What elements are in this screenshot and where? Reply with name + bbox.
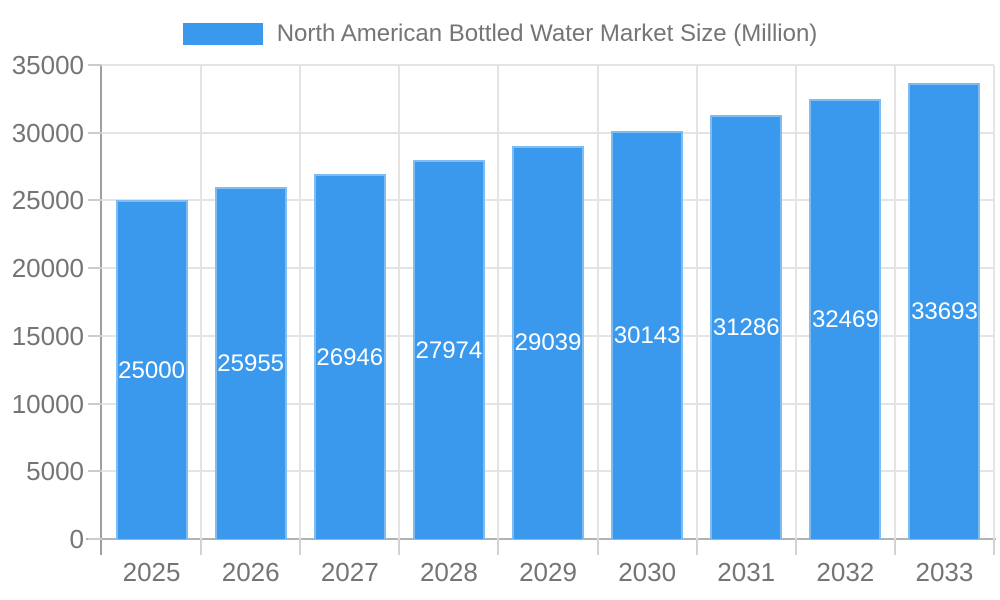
vertical-gridline xyxy=(299,65,302,539)
bar: 30143 xyxy=(611,130,684,539)
x-axis-line xyxy=(86,538,996,540)
horizontal-gridline xyxy=(102,64,994,66)
vertical-gridline xyxy=(993,65,995,539)
bar-value-label: 25955 xyxy=(217,350,285,378)
bar-value-label: 25000 xyxy=(118,356,185,384)
x-tick-label: 2033 xyxy=(915,557,974,587)
y-tick-label: 10000 xyxy=(11,388,84,419)
vertical-gridline xyxy=(893,65,896,539)
bar-value-label: 32469 xyxy=(811,306,879,334)
y-tick-label: 5000 xyxy=(26,456,84,487)
x-axis-tick xyxy=(299,539,302,555)
x-tick-label: 2029 xyxy=(519,557,577,587)
x-axis-tick xyxy=(596,539,599,555)
y-axis-tick xyxy=(88,334,102,337)
bar: 25000 xyxy=(115,200,188,539)
bar-value-label: 31286 xyxy=(712,314,780,342)
y-tick-label: 30000 xyxy=(11,117,84,148)
bar: 25955 xyxy=(214,187,287,539)
y-axis-line xyxy=(100,65,102,555)
bar: 27974 xyxy=(412,160,485,539)
vertical-gridline xyxy=(200,65,203,539)
legend-label: North American Bottled Water Market Size… xyxy=(276,20,818,47)
y-tick-label: 35000 xyxy=(11,50,84,80)
x-axis-tick xyxy=(993,539,995,555)
bar-value-label: 30143 xyxy=(613,321,681,349)
y-axis-tick xyxy=(88,131,102,134)
y-tick-label: 15000 xyxy=(11,320,84,351)
y-axis-tick xyxy=(88,470,102,473)
x-axis-tick xyxy=(794,539,797,555)
y-tick-label: 25000 xyxy=(11,185,84,216)
x-tick-label: 2025 xyxy=(122,557,181,587)
x-axis-tick xyxy=(893,539,896,555)
x-axis-tick xyxy=(398,539,401,555)
bar: 32469 xyxy=(809,99,882,539)
x-tick-label: 2031 xyxy=(717,557,776,587)
vertical-gridline xyxy=(695,65,698,539)
x-tick-label: 2032 xyxy=(816,557,875,587)
bar: 31286 xyxy=(710,115,783,539)
bar-value-label: 26946 xyxy=(316,343,384,371)
legend-item[interactable]: North American Bottled Water Market Size… xyxy=(182,20,818,48)
bar: 29039 xyxy=(512,145,584,539)
x-tick-label: 2030 xyxy=(618,557,677,587)
x-axis-tick xyxy=(200,539,203,555)
y-axis-tick xyxy=(88,64,102,66)
y-axis-tick xyxy=(88,267,102,270)
y-axis-tick xyxy=(88,402,102,405)
vertical-gridline xyxy=(398,65,401,539)
horizontal-gridline xyxy=(102,131,994,134)
bar: 33693 xyxy=(908,82,981,539)
bar-value-label: 33693 xyxy=(911,297,978,325)
bar: 26946 xyxy=(313,174,386,539)
plot-area: 35000 30000 25000 20000 15000 10000 5000 0 25000… xyxy=(12,51,996,587)
y-tick-label: 20000 xyxy=(11,253,84,284)
legend: North American Bottled Water Market Size… xyxy=(0,20,1000,48)
x-tick-label: 2026 xyxy=(221,557,280,587)
x-axis-tick xyxy=(695,539,698,555)
legend-swatch-icon xyxy=(182,23,263,45)
y-tick-label: 0 xyxy=(69,524,84,554)
y-axis-tick xyxy=(88,199,102,202)
y-axis-tick xyxy=(88,538,102,540)
x-axis-tick xyxy=(497,539,500,555)
x-tick-label: 2027 xyxy=(320,557,379,587)
vertical-gridline xyxy=(497,65,500,539)
x-tick-label: 2028 xyxy=(419,557,478,587)
vertical-gridline xyxy=(794,65,797,539)
vertical-gridline xyxy=(596,65,599,539)
bar-value-label: 27974 xyxy=(415,336,483,364)
bar-value-label: 29039 xyxy=(514,329,582,357)
